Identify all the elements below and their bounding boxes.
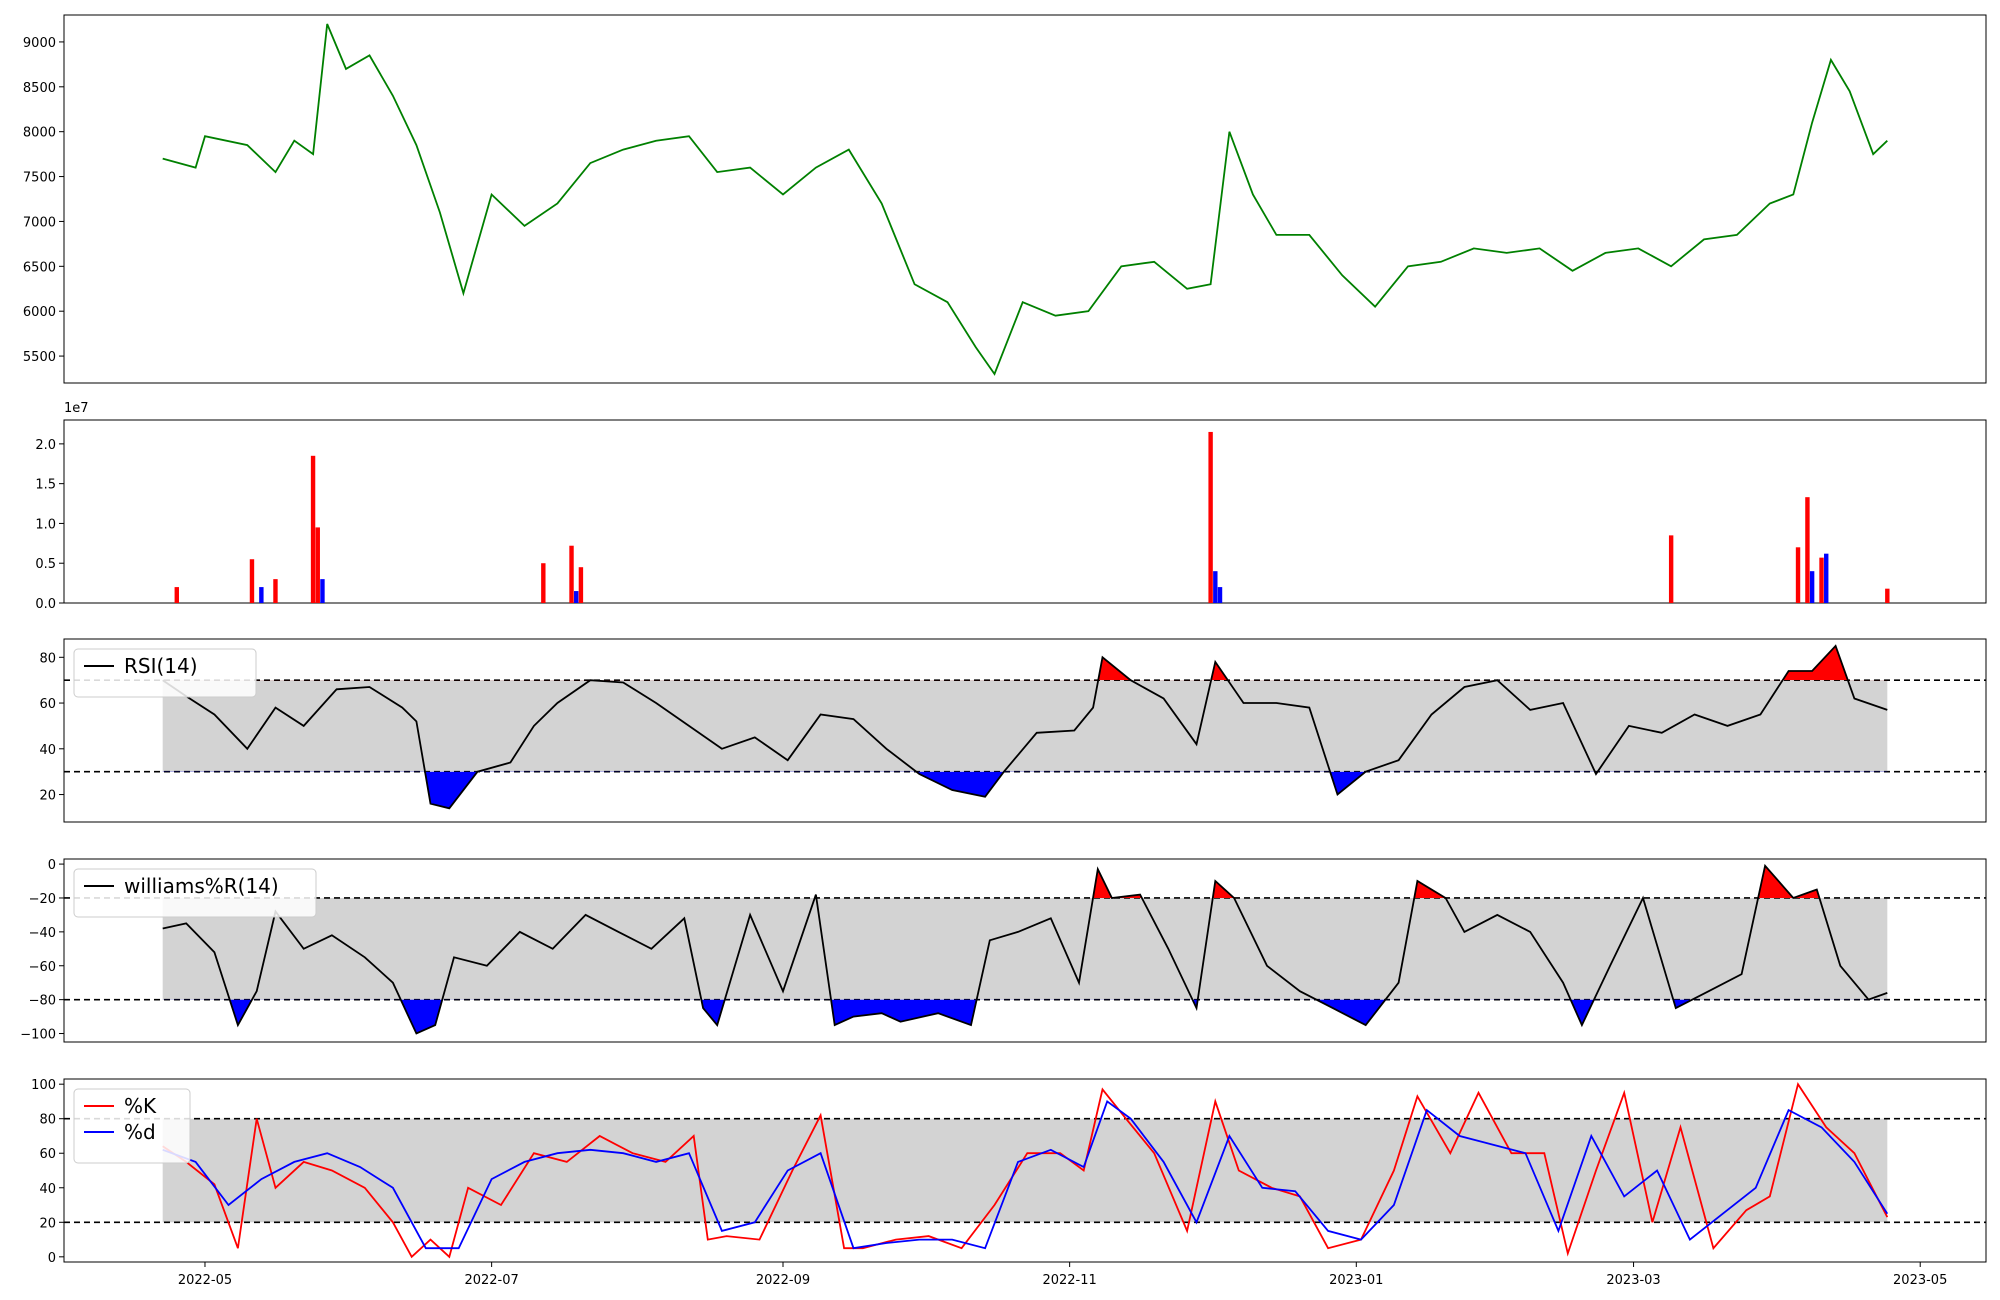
price-ytick-label: 6500 xyxy=(23,260,56,275)
volume-bar xyxy=(1213,571,1218,603)
volume-bar xyxy=(541,563,546,603)
volume-bar xyxy=(320,579,325,603)
volume-bar xyxy=(310,455,316,603)
williams-panel: 0 −20 −40 −60 −80 −100 williams%R(14) xyxy=(20,858,1987,1043)
volume-ytick-label: 0.5 xyxy=(35,557,56,572)
x-tick-label: 2022-09 xyxy=(756,1273,810,1288)
rsi-legend-label: RSI(14) xyxy=(124,654,198,678)
volume-bar xyxy=(1809,571,1815,603)
rsi-line xyxy=(162,644,1888,810)
price-ytick-label: 7000 xyxy=(23,215,56,230)
williams-frame xyxy=(63,858,1987,1043)
price-ytick-label: 7500 xyxy=(23,171,56,186)
volume-bar xyxy=(569,545,574,603)
williams-legend-box xyxy=(73,868,317,918)
volume-bar xyxy=(1824,553,1829,603)
williams-legend-label: williams%R(14) xyxy=(124,874,279,898)
rsi-ytick-label: 20 xyxy=(39,789,56,804)
volume-offset-label: 1e7 xyxy=(64,401,89,416)
price-ytick-label: 8500 xyxy=(23,81,56,96)
volume-bar xyxy=(574,591,579,603)
williams-ytick-label: −40 xyxy=(29,926,56,941)
volume-bar xyxy=(1208,431,1213,603)
williams-ytick-label: −80 xyxy=(29,994,56,1009)
volume-bar xyxy=(1795,547,1801,603)
volume-ytick-label: 0.0 xyxy=(35,597,56,612)
volume-bar xyxy=(1217,587,1223,603)
stochastic-legend-label: %K xyxy=(124,1094,157,1118)
stochastic-line-d xyxy=(162,1099,1889,1250)
volume-bar xyxy=(174,587,179,603)
stochastic-ytick-label: 100 xyxy=(31,1078,56,1093)
volume-panel: 0.0 0.5 1.0 1.5 2.0 1e7 xyxy=(35,401,1987,612)
volume-frame xyxy=(63,419,1987,604)
volume-bar xyxy=(273,579,278,603)
volume-bar xyxy=(315,527,320,603)
williams-ytick-label: −20 xyxy=(29,892,56,907)
rsi-ytick-label: 80 xyxy=(39,651,56,666)
stochastic-line-k xyxy=(162,1081,1889,1259)
williams-neutral-band xyxy=(162,897,1888,1000)
price-ytick-label: 5500 xyxy=(23,350,56,365)
stochastic-ytick-label: 60 xyxy=(39,1147,56,1162)
price-line xyxy=(162,23,1888,376)
x-tick-label: 2022-07 xyxy=(464,1273,518,1288)
price-panel: 5500 6000 6500 7000 7500 8000 8500 9000 xyxy=(23,14,1987,384)
stochastic-ytick-label: 20 xyxy=(39,1216,56,1231)
x-tick-label: 2022-05 xyxy=(178,1273,232,1288)
volume-ytick-label: 1.0 xyxy=(35,517,56,532)
stochastic-neutral-band xyxy=(162,1118,1888,1223)
volume-bar xyxy=(578,567,584,603)
rsi-neutral-band xyxy=(162,680,1888,772)
date-x-axis: 2022-05 2022-07 2022-09 2022-11 2023-01 2023-… xyxy=(178,1262,1947,1288)
x-tick-label: 2022-11 xyxy=(1042,1273,1096,1288)
stochastic-legend-label: %d xyxy=(124,1120,156,1144)
rsi-panel: 20 40 60 80 RSI(14) xyxy=(39,638,1987,823)
x-tick-label: 2023-05 xyxy=(1893,1273,1947,1288)
stochastic-ytick-label: 80 xyxy=(39,1113,56,1128)
price-ytick-label: 6000 xyxy=(23,305,56,320)
volume-ytick-label: 1.5 xyxy=(35,478,56,493)
price-ytick-label: 9000 xyxy=(23,36,56,51)
williams-oversold-fill xyxy=(229,999,1693,1034)
volume-bar xyxy=(1805,497,1810,603)
x-tick-label: 2023-01 xyxy=(1329,1273,1383,1288)
rsi-ytick-label: 60 xyxy=(39,697,56,712)
volume-bar xyxy=(249,559,255,603)
williams-ytick-label: 0 xyxy=(48,858,56,873)
stochastic-legend-box xyxy=(73,1088,191,1164)
rsi-ytick-label: 40 xyxy=(39,743,56,758)
williams-ytick-label: −60 xyxy=(29,960,56,975)
price-ytick-label: 8000 xyxy=(23,126,56,141)
stochastic-panel: 0 20 40 60 80 100 %K%d xyxy=(31,1078,1987,1266)
volume-ytick-label: 2.0 xyxy=(35,438,56,453)
x-tick-label: 2023-03 xyxy=(1606,1273,1660,1288)
stochastic-frame xyxy=(63,1078,1987,1263)
volume-bar xyxy=(259,587,264,603)
price-frame xyxy=(63,14,1987,384)
stochastic-ytick-label: 0 xyxy=(48,1251,56,1266)
rsi-legend-box xyxy=(73,648,257,698)
volume-bar xyxy=(1668,535,1674,603)
williams-ytick-label: −100 xyxy=(20,1028,56,1043)
volume-bar xyxy=(1885,588,1890,603)
williams-line xyxy=(162,863,1888,1035)
volume-bar xyxy=(1819,557,1824,603)
stochastic-ytick-label: 40 xyxy=(39,1182,56,1197)
rsi-frame xyxy=(63,638,1987,823)
